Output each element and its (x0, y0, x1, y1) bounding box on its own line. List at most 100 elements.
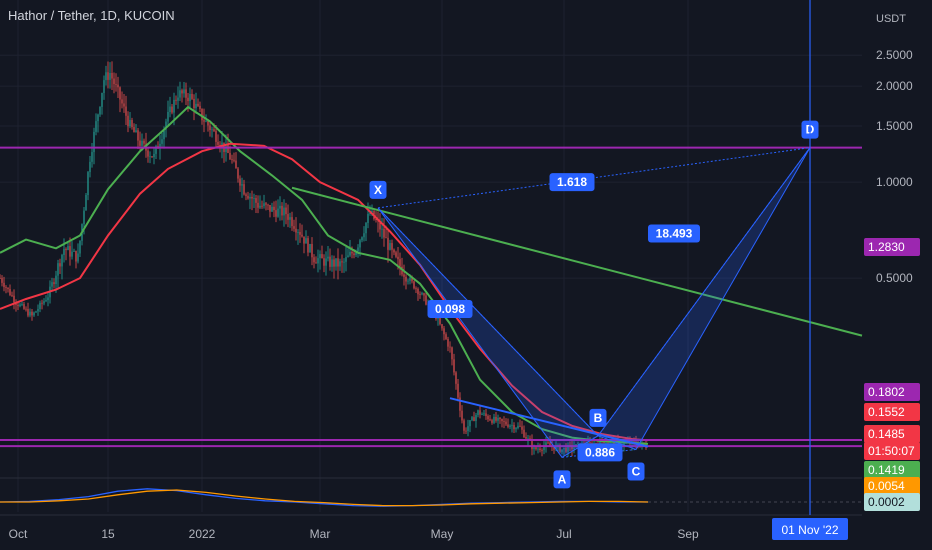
candle-body (445, 334, 447, 339)
candle-body (163, 129, 165, 140)
pattern-ratio-label: 0.098 (435, 302, 465, 316)
pattern-ratio-label-bg (648, 224, 700, 243)
candle-body (553, 446, 555, 450)
candle-body (515, 428, 517, 430)
candle-body (277, 208, 279, 217)
candle-body (131, 119, 133, 128)
candle-body (11, 295, 13, 296)
price-label-bg (864, 442, 920, 460)
candle-body (303, 236, 305, 244)
price-label-bg (864, 425, 920, 443)
candle-body (249, 196, 251, 199)
candle-body (491, 420, 493, 423)
candle-body (153, 153, 155, 158)
candle-body (243, 184, 245, 195)
x-tick-label: 15 (101, 527, 115, 541)
candle-body (369, 212, 371, 214)
candle-body (111, 72, 113, 79)
candle-body (255, 198, 257, 203)
candle-body (499, 417, 501, 419)
y-tick-label: 1.5000 (876, 119, 913, 133)
candle-body (549, 442, 551, 446)
candle-body (37, 309, 39, 312)
candle-body (527, 438, 529, 440)
candle-body (453, 359, 455, 373)
price-axis-label: 0.1419 (868, 463, 905, 477)
chart-title: Hathor / Tether, 1D, KUCOIN (8, 8, 175, 23)
pattern-triangle-bcd (597, 147, 811, 451)
candle-body (237, 168, 239, 179)
candle-body (167, 111, 169, 122)
candle-body (229, 152, 231, 160)
candle-body (517, 425, 519, 429)
candle-body (0, 278, 1, 279)
candle-body (259, 205, 261, 208)
pattern-point-label: X (374, 183, 382, 197)
crosshair: 01 Nov '22 (772, 0, 848, 540)
candle-body (99, 106, 101, 115)
candle-body (543, 446, 545, 451)
candle-body (251, 196, 253, 199)
candle-body (485, 413, 487, 417)
candle-body (479, 410, 481, 415)
candle-body (383, 228, 385, 238)
price-label-bg (864, 383, 920, 401)
candle-body (455, 372, 457, 384)
candle-body (275, 210, 277, 217)
candle-body (577, 443, 579, 445)
candle-body (149, 156, 151, 158)
candle-body (347, 255, 349, 258)
pattern-guide-xb (377, 207, 599, 437)
candle-body (457, 383, 459, 398)
trendline (449, 397, 649, 448)
candle-body (217, 141, 219, 145)
candle-body (283, 207, 285, 216)
candle-body (351, 251, 353, 254)
y-tick-label: 0.5000 (876, 271, 913, 285)
candle-body (409, 277, 411, 281)
candle-body (195, 103, 197, 109)
candle-body (535, 447, 537, 450)
oscillator-panel (0, 488, 862, 507)
candle-body (297, 232, 299, 233)
candle-body (139, 140, 141, 146)
candle-body (537, 448, 539, 450)
candle-body (35, 311, 37, 313)
candle-body (205, 120, 207, 122)
candle-body (179, 90, 181, 98)
candle-body (241, 184, 243, 186)
candle-body (129, 119, 131, 127)
candle-body (127, 115, 129, 127)
candle-body (391, 243, 393, 250)
candle-body (39, 302, 41, 310)
candle-body (7, 287, 9, 290)
candle-body (79, 240, 81, 254)
x-tick-label: Oct (9, 527, 28, 541)
candle-body (85, 195, 87, 211)
candle-body (523, 429, 525, 438)
candle-body (181, 90, 183, 94)
pattern-point-label: C (632, 464, 641, 478)
candle-body (83, 210, 85, 225)
candle-body (483, 413, 485, 415)
candle-body (271, 206, 273, 212)
candle-body (247, 195, 249, 199)
candle-body (117, 84, 119, 88)
candle-body (133, 127, 135, 133)
candle-body (467, 426, 469, 432)
pattern-ratio-label-bg (549, 173, 595, 192)
candle-body (565, 447, 567, 452)
pattern-point-label-bg (369, 180, 387, 199)
candle-body (361, 237, 363, 241)
candle-body (305, 238, 307, 244)
pattern-ratio-label: 1.618 (557, 175, 587, 189)
candle-body (1, 278, 3, 283)
candle-body (29, 311, 31, 316)
candle-body (321, 254, 323, 259)
candle-body (267, 204, 269, 206)
candle-body (331, 259, 333, 267)
candle-body (393, 249, 395, 253)
candle-body (295, 228, 297, 233)
